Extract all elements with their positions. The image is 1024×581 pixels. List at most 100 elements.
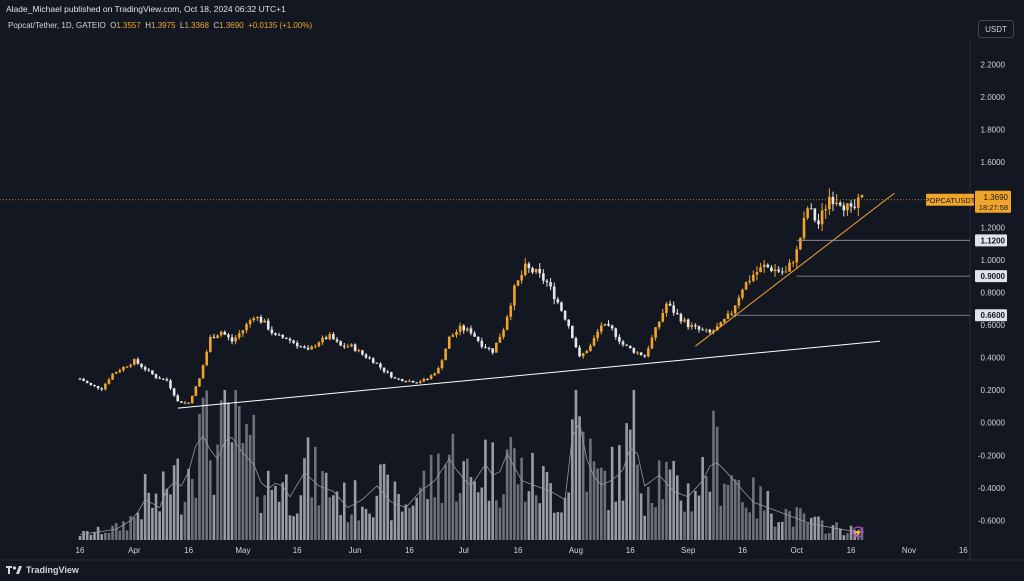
volume-bar	[668, 469, 672, 540]
trendline-rising	[695, 192, 895, 347]
candle-body	[719, 322, 723, 327]
candle-body	[538, 268, 542, 274]
volume-bar	[310, 497, 313, 540]
candle-body	[353, 344, 357, 351]
volume-bar	[846, 533, 849, 540]
lightning-icon[interactable]	[852, 526, 864, 538]
currency-button[interactable]: USDT	[978, 20, 1014, 38]
candle-body	[654, 327, 657, 338]
candle-body	[585, 351, 589, 354]
volume-bar	[679, 500, 683, 540]
candle-body	[324, 337, 328, 340]
volume-bar	[237, 406, 241, 540]
volume-bar	[371, 517, 375, 540]
candle-body	[759, 267, 762, 273]
candle-body	[770, 267, 773, 272]
volume-bar	[429, 454, 433, 540]
candle-body	[447, 336, 451, 349]
volume-bar	[147, 492, 151, 540]
volume-bar	[578, 416, 581, 540]
volume-bar	[444, 464, 447, 540]
candle-body	[415, 382, 418, 384]
y-tick-label: 2.2000	[981, 60, 1006, 69]
candle-body	[107, 379, 111, 384]
candle-body	[549, 282, 552, 287]
candle-body	[542, 273, 545, 281]
volume-bar	[542, 466, 545, 540]
candle-body	[306, 347, 310, 350]
candle-body	[100, 388, 104, 390]
candle-body	[172, 388, 176, 396]
volume-bar	[172, 465, 176, 540]
legend-open-label: O	[110, 21, 117, 30]
volume-bar	[165, 488, 169, 540]
candle-body	[596, 331, 599, 339]
volume-bar	[545, 472, 549, 540]
candle-body	[741, 289, 744, 298]
volume-bar	[835, 522, 838, 540]
volume-bar	[368, 513, 371, 540]
volume-bar	[516, 484, 520, 540]
x-tick-label: 16	[184, 546, 193, 555]
volume-bar	[849, 525, 853, 540]
candle-body	[563, 310, 567, 320]
footer-brand: TradingView	[6, 565, 79, 575]
volume-bar	[136, 512, 140, 540]
candle-body	[292, 340, 295, 343]
candle-body	[552, 286, 556, 300]
volume-bar	[415, 497, 418, 540]
volume-bar	[466, 458, 469, 540]
x-tick-label: May	[235, 546, 250, 555]
candle-body	[636, 352, 639, 354]
volume-bar	[495, 500, 498, 540]
volume-bar	[176, 458, 180, 540]
volume-bar	[520, 457, 523, 540]
volume-bar	[549, 483, 552, 540]
candle-body	[299, 346, 303, 348]
candle-body	[744, 282, 748, 290]
candle-body	[592, 338, 596, 346]
candle-body	[726, 313, 730, 319]
candle-body	[694, 325, 697, 327]
volume-bar	[686, 483, 690, 540]
candle-body	[469, 328, 473, 334]
volume-bar	[523, 501, 527, 540]
x-tick-label: Jul	[459, 546, 469, 555]
x-tick-label: 16	[76, 546, 85, 555]
volume-bar	[82, 530, 85, 540]
candle-body	[752, 274, 755, 281]
volume-bar	[585, 491, 589, 540]
x-tick-label: Jun	[349, 546, 362, 555]
volume-bar	[857, 530, 860, 540]
volume-bar	[676, 475, 679, 540]
volume-bar	[437, 453, 440, 540]
candle-body	[274, 333, 277, 335]
volume-bar	[491, 442, 494, 540]
candle-body	[386, 371, 389, 373]
candle-body	[397, 378, 400, 380]
candle-body	[513, 285, 516, 306]
volume-bar	[379, 464, 382, 540]
candle-body	[578, 347, 581, 357]
volume-bar	[161, 471, 165, 540]
volume-bar	[400, 511, 404, 540]
candle-body	[520, 275, 523, 281]
candle-body	[860, 194, 864, 198]
candle-body	[625, 344, 628, 346]
volume-bar	[158, 511, 161, 540]
candle-body	[556, 299, 560, 303]
volume-bar	[114, 522, 118, 540]
candle-body	[357, 350, 361, 352]
volume-bar	[538, 503, 542, 540]
volume-bar	[654, 507, 657, 540]
volume-bar	[556, 512, 560, 540]
legend-symbol[interactable]: Popcat/Tether, 1D, GATEIO	[8, 21, 106, 30]
symbol-tag: POPCATUSDT	[925, 196, 976, 205]
volume-bar	[216, 444, 219, 540]
candle-body	[715, 326, 719, 331]
candle-body	[676, 312, 679, 315]
volume-bar	[295, 513, 299, 540]
volume-bar	[259, 512, 263, 540]
volume-bar	[618, 445, 621, 540]
